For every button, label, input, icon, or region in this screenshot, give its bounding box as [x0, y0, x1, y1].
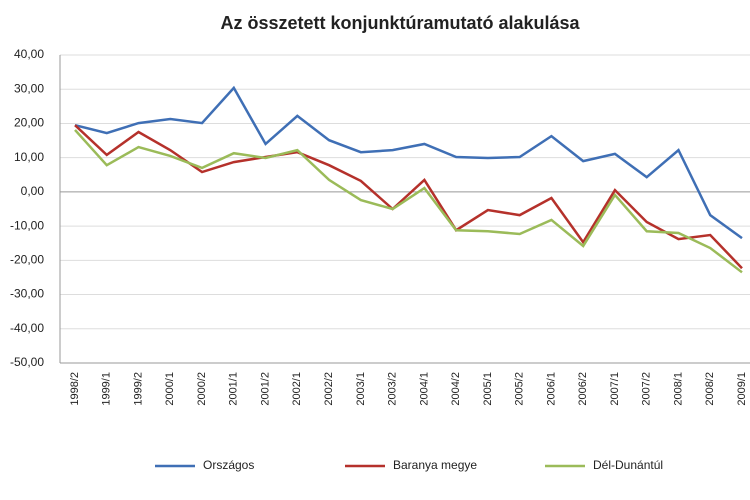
- y-tick-label: -50,00: [10, 355, 44, 369]
- x-tick-label: 1999/2: [132, 372, 144, 406]
- y-tick-label: 40,00: [14, 47, 44, 61]
- x-tick-label: 2002/1: [291, 372, 303, 406]
- y-tick-label: 20,00: [14, 116, 44, 130]
- legend-label: Dél-Dunántúl: [593, 458, 663, 472]
- y-tick-label: -20,00: [10, 253, 44, 267]
- x-tick-label: 2003/1: [355, 372, 367, 406]
- x-tick-label: 2005/2: [514, 372, 526, 406]
- legend-label: Országos: [203, 458, 254, 472]
- legend-label: Baranya megye: [393, 458, 477, 472]
- x-tick-label: 2004/1: [418, 372, 430, 406]
- x-tick-label: 2007/1: [609, 372, 621, 406]
- y-tick-label: -40,00: [10, 321, 44, 335]
- y-tick-label: 0,00: [21, 184, 45, 198]
- x-tick-label: 2007/2: [641, 372, 653, 406]
- x-tick-label: 2006/1: [545, 372, 557, 406]
- x-tick-label: 2009/1: [736, 372, 748, 406]
- y-tick-label: 10,00: [14, 150, 44, 164]
- x-tick-label: 2000/2: [196, 372, 208, 406]
- y-tick-label: -10,00: [10, 218, 44, 232]
- x-tick-label: 2005/1: [482, 372, 494, 406]
- x-tick-label: 2008/1: [672, 372, 684, 406]
- x-tick-label: 2002/2: [323, 372, 335, 406]
- y-tick-label: -30,00: [10, 287, 44, 301]
- x-tick-label: 2008/2: [704, 372, 716, 406]
- series-line: [74, 129, 743, 274]
- x-tick-label: 2003/2: [387, 372, 399, 406]
- x-tick-label: 2001/2: [259, 372, 271, 406]
- x-tick-label: 1999/1: [101, 372, 113, 406]
- x-tick-label: 2004/2: [450, 372, 462, 406]
- chart-title: Az összetett konjunktúramutató alakulása: [220, 13, 580, 33]
- x-tick-label: 2001/1: [228, 372, 240, 406]
- y-tick-label: 30,00: [14, 81, 44, 95]
- x-tick-label: 1998/2: [69, 372, 81, 406]
- series-line: [74, 85, 743, 240]
- x-tick-label: 2006/2: [577, 372, 589, 406]
- x-tick-label: 2000/1: [164, 372, 176, 406]
